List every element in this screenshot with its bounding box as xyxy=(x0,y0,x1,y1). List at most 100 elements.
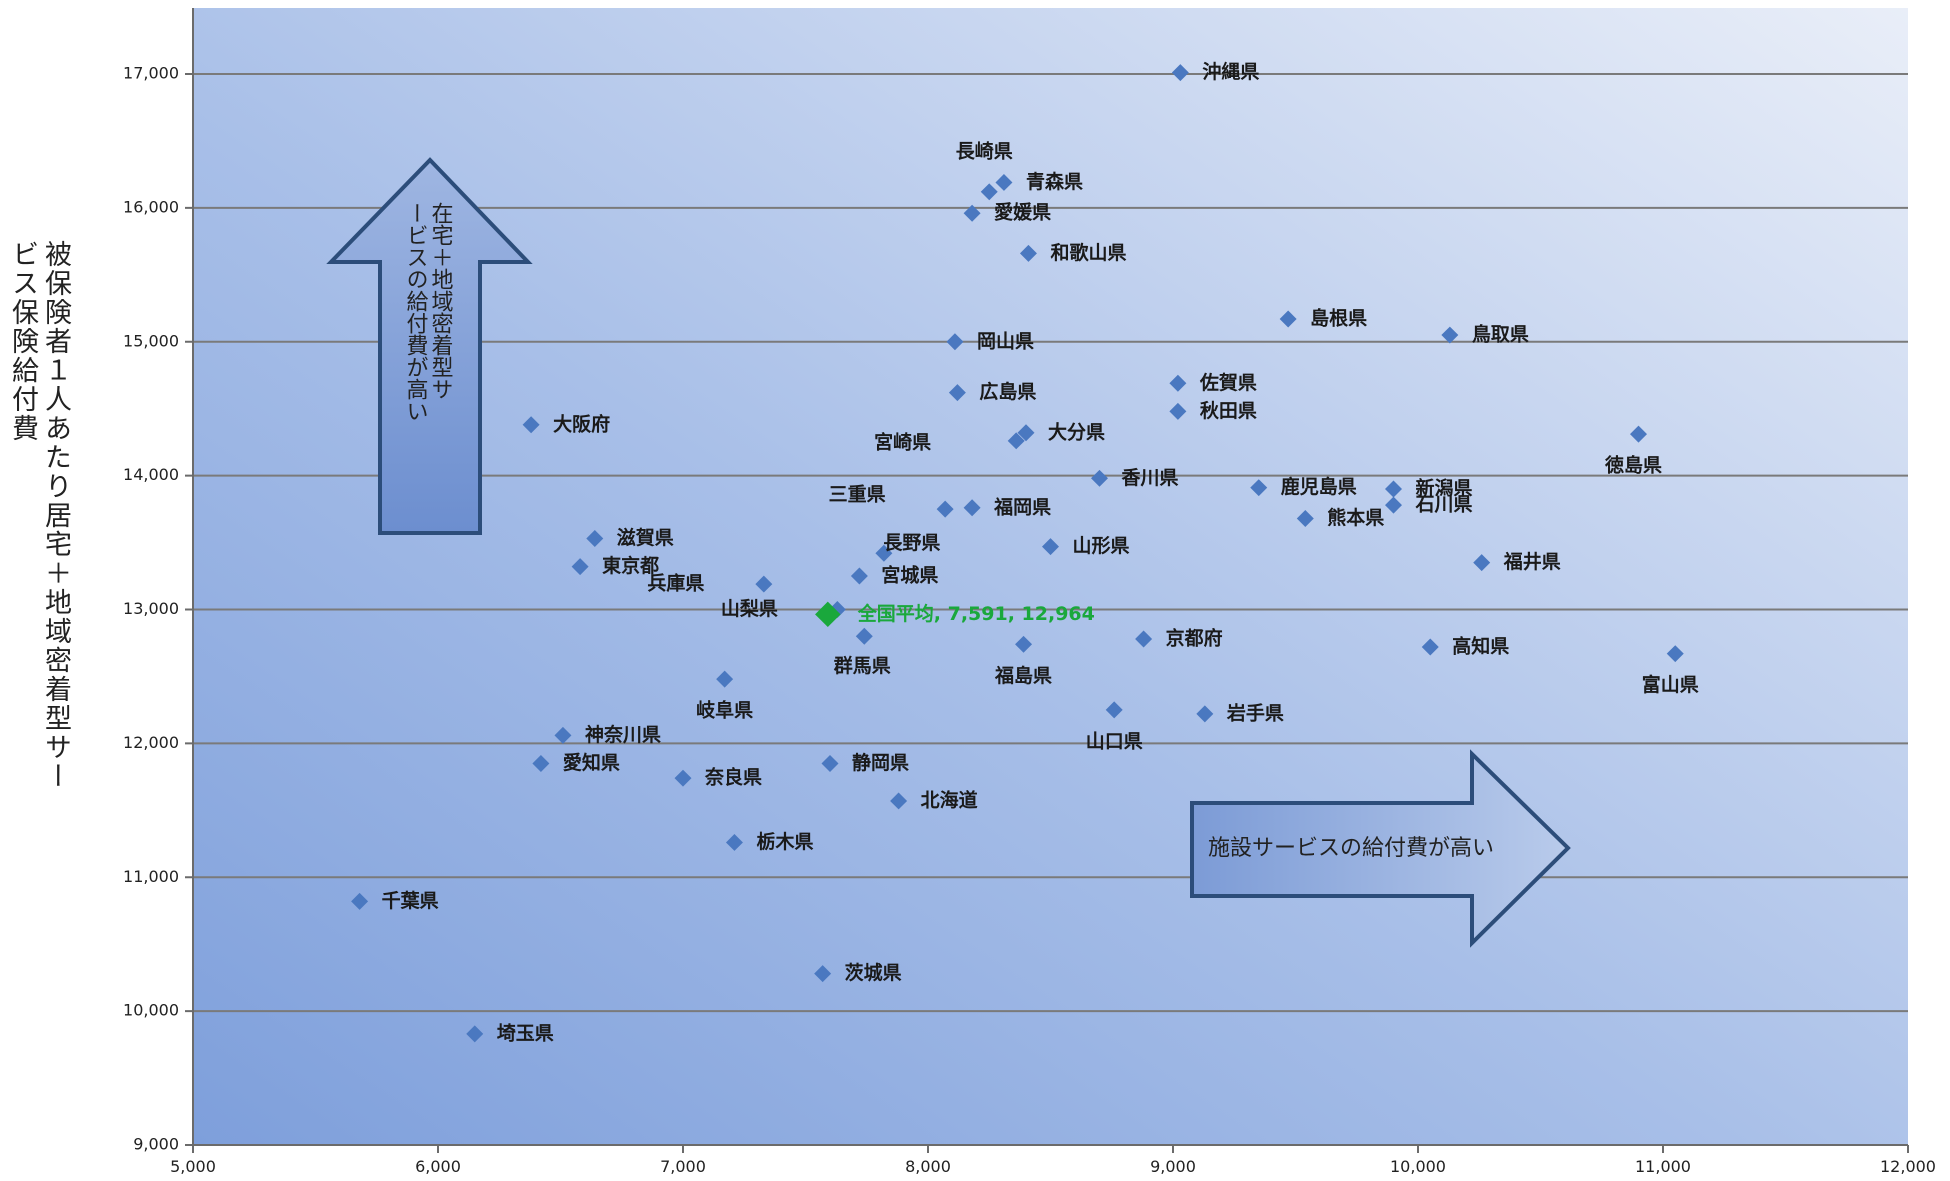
data-point xyxy=(1015,635,1033,653)
data-label: 兵庫県 xyxy=(647,572,704,595)
y-tick-label: 15,000 xyxy=(123,331,179,350)
data-label: 栃木県 xyxy=(756,830,813,853)
gridlines xyxy=(193,73,1908,1013)
data-point xyxy=(522,416,540,434)
data-point xyxy=(890,792,908,810)
data-point xyxy=(1296,509,1314,527)
x-tick-label: 6,000 xyxy=(415,1157,461,1176)
data-point xyxy=(850,567,868,585)
data-label: 奈良県 xyxy=(704,766,762,789)
data-label: 新潟県 xyxy=(1416,477,1473,500)
data-point xyxy=(725,833,743,851)
y-tick-label: 11,000 xyxy=(123,867,179,886)
data-point xyxy=(963,499,981,517)
x-tick-label: 8,000 xyxy=(905,1157,951,1176)
data-point xyxy=(1019,244,1037,262)
x-tick-label: 7,000 xyxy=(660,1157,706,1176)
data-point xyxy=(995,173,1013,191)
y-tick-label: 14,000 xyxy=(123,465,179,484)
x-tick-label: 11,000 xyxy=(1635,1157,1691,1176)
data-label: 岩手県 xyxy=(1226,701,1284,724)
data-label: 長野県 xyxy=(883,532,940,554)
data-label: 滋賀県 xyxy=(617,526,674,549)
data-label: 静岡県 xyxy=(852,751,909,774)
data-label: 大阪府 xyxy=(553,412,610,435)
x-tick-label: 9,000 xyxy=(1150,1157,1196,1176)
data-point xyxy=(946,333,964,351)
data-label: 岐阜県 xyxy=(696,699,753,722)
data-label: 徳島県 xyxy=(1604,454,1662,477)
data-label: 青森県 xyxy=(1026,170,1083,193)
data-label: 埼玉県 xyxy=(497,1021,554,1044)
right-arrow-annotation: 施設サービスの給付費が高い xyxy=(1190,749,1571,948)
data-point xyxy=(351,892,369,910)
data-label: 茨城県 xyxy=(845,961,902,984)
data-label: 北海道 xyxy=(921,788,978,811)
data-point xyxy=(571,558,589,576)
data-label: 宮崎県 xyxy=(874,430,931,453)
data-label: 千葉県 xyxy=(382,890,439,912)
data-point xyxy=(674,769,692,787)
data-point xyxy=(936,500,954,518)
data-label: 香川県 xyxy=(1121,467,1179,489)
data-label: 熊本県 xyxy=(1327,506,1384,529)
data-label: 佐賀県 xyxy=(1199,371,1257,394)
data-label: 島根県 xyxy=(1310,306,1367,329)
y-tick-label: 16,000 xyxy=(123,197,179,216)
data-label: 福島県 xyxy=(994,664,1052,687)
y-tick-labels: 9,000 10,000 11,000 12,000 13,000 14,000 15,00… xyxy=(123,64,193,1154)
x-tick-label: 10,000 xyxy=(1390,1157,1446,1176)
data-label: 山梨県 xyxy=(721,597,778,620)
data-label: 三重県 xyxy=(829,484,886,506)
data-point xyxy=(1007,432,1025,450)
data-point xyxy=(963,204,981,222)
plot-background xyxy=(193,8,1908,1145)
data-label: 愛媛県 xyxy=(994,201,1051,224)
data-point xyxy=(586,530,604,548)
data-label: 宮城県 xyxy=(881,564,938,587)
data-label: 和歌山県 xyxy=(1050,241,1126,264)
y-tick-label: 17,000 xyxy=(123,64,179,83)
data-point xyxy=(814,965,832,983)
up-arrow-text: 在宅＋地域密着型サービスの給付費が高い xyxy=(403,202,454,422)
y-axis-label: 被保険者１人あたり居宅＋地域密着型サービス保険給付費 xyxy=(7,240,71,791)
data-label: 岡山県 xyxy=(977,330,1034,352)
data-point xyxy=(1473,554,1491,572)
data-label: 大分県 xyxy=(1048,420,1105,443)
data-label: 広島県 xyxy=(979,380,1036,403)
data-label: 福岡県 xyxy=(993,495,1051,518)
data-label: 富山県 xyxy=(1642,673,1699,696)
data-label: 沖縄県 xyxy=(1202,60,1259,83)
data-label: 秋田県 xyxy=(1200,399,1257,422)
data-point xyxy=(821,754,839,772)
data-point xyxy=(1421,638,1439,656)
data-point xyxy=(1135,630,1153,648)
y-tick-label: 10,000 xyxy=(123,1001,179,1020)
data-point xyxy=(532,754,550,772)
data-points xyxy=(351,64,1684,1043)
x-tick-labels: 5,000 6,000 7,000 8,000 9,000 10,000 11,000 12,… xyxy=(170,1145,1936,1176)
data-label: 鳥取県 xyxy=(1472,323,1529,346)
data-point xyxy=(716,670,734,688)
data-label: 神奈川県 xyxy=(585,723,661,746)
right-arrow-shape xyxy=(1190,749,1571,948)
y-tick-label: 12,000 xyxy=(123,733,179,752)
data-point xyxy=(1042,538,1059,556)
data-point xyxy=(554,726,572,744)
data-point xyxy=(1196,705,1214,723)
data-label: 福井県 xyxy=(1503,550,1561,573)
data-point xyxy=(948,384,966,402)
data-label: 長崎県 xyxy=(956,139,1013,162)
data-point xyxy=(980,183,998,201)
average-point xyxy=(815,601,841,628)
data-point xyxy=(755,575,773,593)
y-tick-label: 13,000 xyxy=(123,599,179,618)
data-label: 東京都 xyxy=(602,554,659,577)
data-label: 群馬県 xyxy=(833,654,891,677)
data-point xyxy=(1666,645,1684,663)
data-point xyxy=(875,544,893,562)
x-tick-label: 5,000 xyxy=(170,1157,216,1176)
data-point xyxy=(1105,701,1123,719)
data-label: 京都府 xyxy=(1166,626,1223,649)
